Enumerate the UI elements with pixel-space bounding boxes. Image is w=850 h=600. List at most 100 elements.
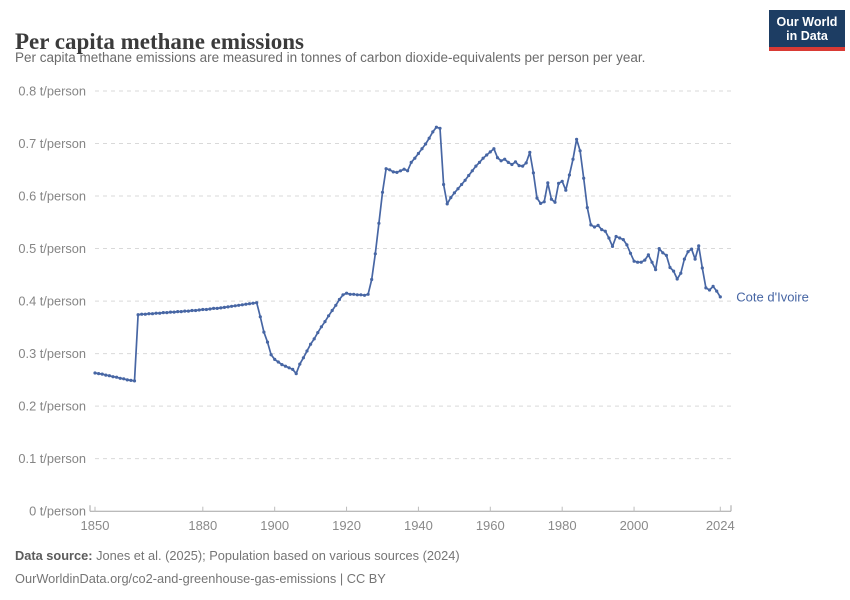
data-point[interactable] bbox=[237, 303, 241, 307]
data-point[interactable] bbox=[276, 360, 280, 364]
data-point[interactable] bbox=[567, 173, 572, 177]
data-point[interactable] bbox=[262, 330, 266, 334]
data-point[interactable] bbox=[582, 176, 586, 180]
data-point[interactable] bbox=[495, 156, 500, 160]
data-point[interactable] bbox=[222, 305, 226, 309]
data-point[interactable] bbox=[614, 234, 618, 239]
data-point[interactable] bbox=[197, 308, 201, 312]
data-point[interactable] bbox=[442, 182, 446, 187]
data-point[interactable] bbox=[301, 356, 305, 360]
data-point[interactable] bbox=[172, 310, 176, 314]
data-point[interactable] bbox=[215, 306, 219, 310]
data-series-cote-divoire[interactable] bbox=[93, 125, 722, 383]
data-point[interactable] bbox=[380, 190, 385, 194]
data-point[interactable] bbox=[596, 223, 600, 227]
data-point[interactable] bbox=[564, 188, 568, 192]
data-point[interactable] bbox=[485, 153, 489, 157]
data-point[interactable] bbox=[395, 170, 399, 174]
data-point[interactable] bbox=[690, 247, 694, 251]
data-point[interactable] bbox=[643, 258, 647, 262]
data-point[interactable] bbox=[309, 342, 313, 346]
data-point[interactable] bbox=[150, 312, 155, 316]
data-point[interactable] bbox=[711, 284, 715, 288]
data-point[interactable] bbox=[625, 243, 629, 247]
data-point[interactable] bbox=[204, 307, 208, 312]
data-point[interactable] bbox=[355, 293, 359, 297]
data-point[interactable] bbox=[122, 377, 126, 381]
data-point[interactable] bbox=[438, 126, 442, 130]
data-point[interactable] bbox=[398, 169, 403, 173]
data-point[interactable] bbox=[470, 169, 474, 173]
data-point[interactable] bbox=[219, 306, 223, 310]
data-point[interactable] bbox=[528, 150, 532, 154]
data-point[interactable] bbox=[628, 251, 633, 255]
data-point[interactable] bbox=[283, 364, 288, 368]
data-point[interactable] bbox=[129, 378, 133, 382]
data-point[interactable] bbox=[654, 268, 658, 272]
data-point[interactable] bbox=[481, 156, 485, 160]
data-point[interactable] bbox=[251, 301, 255, 305]
data-point[interactable] bbox=[165, 311, 169, 315]
data-point[interactable] bbox=[143, 312, 147, 316]
data-point[interactable] bbox=[230, 304, 234, 308]
data-point[interactable] bbox=[668, 265, 672, 270]
data-point[interactable] bbox=[607, 236, 611, 240]
data-point[interactable] bbox=[384, 167, 388, 171]
data-point[interactable] bbox=[161, 311, 165, 315]
data-point[interactable] bbox=[445, 202, 449, 206]
data-point[interactable] bbox=[661, 251, 665, 255]
data-point[interactable] bbox=[194, 308, 198, 313]
data-point[interactable] bbox=[492, 147, 496, 151]
data-point[interactable] bbox=[391, 170, 395, 174]
data-point[interactable] bbox=[226, 305, 230, 309]
data-point[interactable] bbox=[416, 151, 420, 156]
data-point[interactable] bbox=[460, 182, 464, 187]
data-point[interactable] bbox=[413, 156, 417, 160]
data-point[interactable] bbox=[506, 160, 510, 164]
data-point[interactable] bbox=[258, 315, 262, 319]
data-point[interactable] bbox=[474, 164, 478, 168]
data-point[interactable] bbox=[118, 376, 122, 380]
data-point[interactable] bbox=[341, 293, 345, 297]
data-point[interactable] bbox=[420, 147, 424, 151]
data-point[interactable] bbox=[312, 337, 316, 341]
data-point[interactable] bbox=[168, 310, 173, 314]
data-point[interactable] bbox=[585, 206, 589, 210]
data-point[interactable] bbox=[513, 160, 518, 164]
data-point[interactable] bbox=[287, 366, 291, 370]
data-point[interactable] bbox=[657, 247, 661, 251]
data-point[interactable] bbox=[402, 167, 406, 171]
data-point[interactable] bbox=[553, 200, 557, 204]
data-point[interactable] bbox=[542, 200, 546, 204]
data-point[interactable] bbox=[255, 301, 259, 305]
data-point[interactable] bbox=[679, 271, 683, 275]
data-point[interactable] bbox=[100, 372, 104, 376]
data-point[interactable] bbox=[247, 302, 252, 306]
data-point[interactable] bbox=[132, 379, 137, 383]
data-point[interactable] bbox=[280, 363, 284, 367]
data-point[interactable] bbox=[510, 162, 514, 167]
data-point[interactable] bbox=[575, 137, 579, 141]
data-point[interactable] bbox=[603, 229, 607, 233]
data-point[interactable] bbox=[362, 293, 367, 297]
data-point[interactable] bbox=[718, 295, 722, 299]
data-point[interactable] bbox=[675, 277, 679, 281]
data-point[interactable] bbox=[531, 171, 536, 175]
data-point[interactable] bbox=[233, 304, 237, 308]
data-point[interactable] bbox=[427, 136, 431, 140]
data-point[interactable] bbox=[707, 288, 712, 292]
data-point[interactable] bbox=[352, 292, 356, 296]
data-point[interactable] bbox=[672, 269, 676, 273]
data-point[interactable] bbox=[147, 312, 151, 316]
data-point[interactable] bbox=[291, 367, 295, 371]
data-point[interactable] bbox=[190, 308, 194, 313]
data-point[interactable] bbox=[294, 372, 298, 376]
data-point[interactable] bbox=[334, 303, 338, 307]
data-point[interactable] bbox=[560, 179, 564, 183]
data-point[interactable] bbox=[549, 197, 554, 201]
data-point[interactable] bbox=[636, 260, 640, 264]
data-point[interactable] bbox=[154, 311, 158, 315]
data-point[interactable] bbox=[359, 293, 363, 297]
data-point[interactable] bbox=[693, 257, 697, 261]
data-point[interactable] bbox=[97, 372, 101, 376]
